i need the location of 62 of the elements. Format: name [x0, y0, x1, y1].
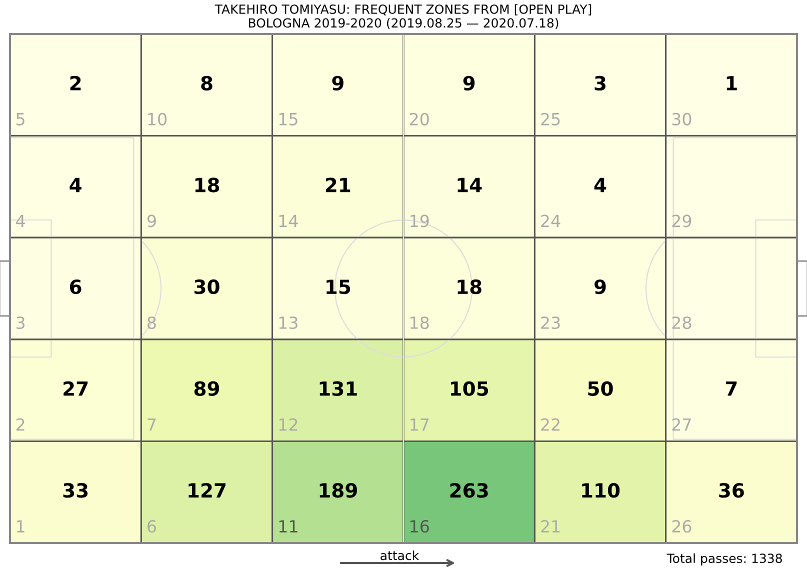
annotation: 27	[672, 418, 691, 431]
chart-title: TAKEHIRO TOMIYASU: FREQUENT ZONES FROM [OPEN PLAY]	[214, 4, 592, 16]
annotation: 12	[279, 418, 298, 431]
annotation: 18	[410, 316, 429, 330]
annotation: 2	[16, 418, 24, 431]
annotation: 5	[16, 113, 24, 126]
data-label: 36	[719, 483, 744, 498]
data-label: 7	[726, 381, 737, 396]
annotation: 9	[147, 214, 156, 228]
annotation: 11	[279, 520, 298, 532]
annotation: 22	[541, 418, 560, 431]
annotation: 8	[148, 316, 156, 330]
data-label: 89	[194, 381, 220, 396]
annotation: 6	[148, 520, 156, 533]
data-label: 2	[70, 76, 81, 90]
data-label: 27	[64, 381, 88, 396]
data-label: 33	[63, 483, 88, 498]
annotation: 15	[279, 113, 298, 126]
annotation: 13	[279, 316, 298, 330]
annotation: 26	[672, 520, 692, 533]
data-label: 18	[458, 279, 482, 294]
annotation: 4	[16, 214, 25, 228]
annotation: 10	[148, 112, 167, 126]
text: Total passes: 1338	[666, 553, 782, 566]
data-label: 1	[726, 76, 737, 90]
annotation: 20	[410, 112, 429, 126]
data-label: 9	[463, 76, 475, 91]
data-label: 131	[320, 381, 357, 396]
annotation: 14	[279, 214, 298, 228]
data-label: 21	[326, 178, 350, 192]
data-label: 4	[70, 178, 82, 192]
data-label: 263	[450, 483, 488, 498]
data-label: 4	[594, 178, 606, 192]
data-label: 127	[188, 483, 226, 498]
data-label: 14	[458, 178, 482, 192]
data-label: 6	[70, 279, 82, 294]
annotation: 16	[410, 520, 429, 533]
data-label: 189	[320, 483, 357, 498]
data-label: 105	[450, 381, 488, 396]
annotation: 3	[16, 316, 25, 330]
annotation: 17	[410, 418, 429, 431]
data-label: 18	[195, 178, 220, 192]
text: attack	[380, 550, 420, 560]
annotation: 24	[541, 214, 560, 228]
annotation: 28	[672, 316, 692, 330]
data-label: 8	[201, 76, 212, 91]
annotation: 25	[541, 112, 560, 126]
chart-subtitle: BOLOGNA 2019-2020 (2019.08.25 — 2020.07.18)	[248, 18, 558, 30]
data-label: 9	[594, 279, 606, 294]
annotation: 19	[410, 214, 429, 228]
data-label: 15	[326, 280, 350, 294]
annotation: 30	[672, 112, 692, 126]
data-label: 30	[194, 279, 220, 294]
annotation: 29	[672, 214, 692, 228]
data-label: 110	[582, 483, 620, 498]
data-label: 3	[594, 76, 606, 91]
annotation: 7	[148, 418, 156, 431]
annotation: 21	[541, 520, 560, 532]
data-label: 50	[588, 381, 613, 396]
annotation: 23	[541, 316, 560, 330]
annotation: 1	[17, 520, 24, 532]
data-label: 9	[332, 76, 344, 91]
